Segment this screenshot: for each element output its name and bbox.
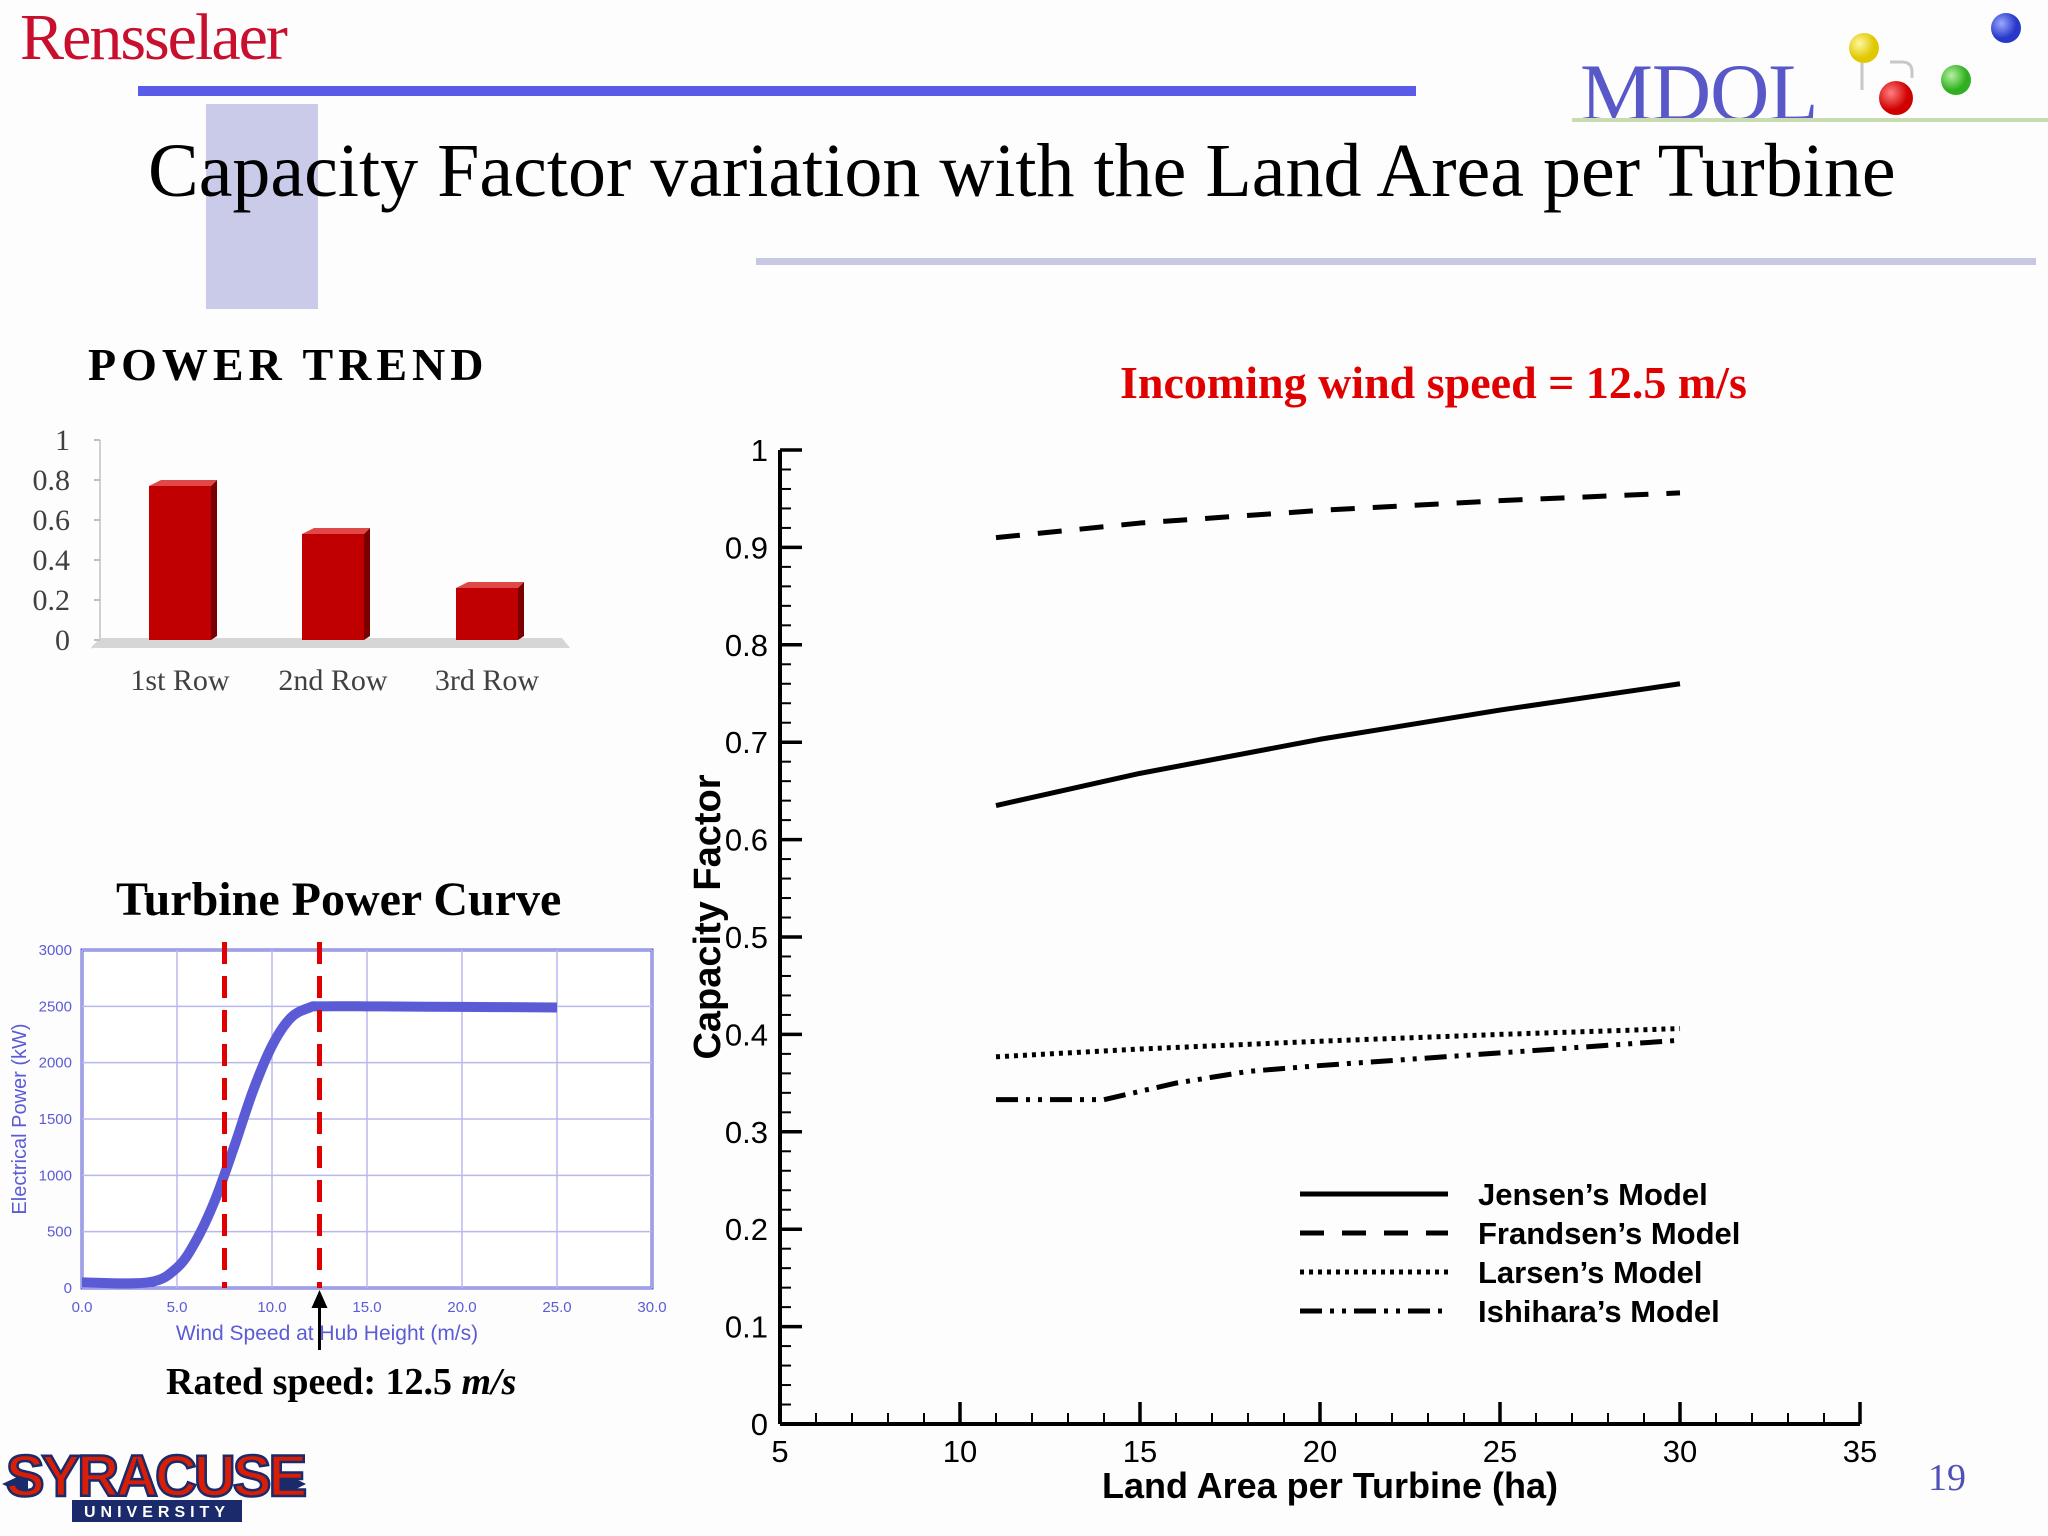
tpc-x-tick-label: 0.0 bbox=[72, 1299, 93, 1316]
tpc-y-axis-label: Electrical Power (kW) bbox=[9, 1023, 31, 1214]
cf-x-tick-label: 30 bbox=[1663, 1434, 1697, 1469]
cf-y-tick-label: 0.7 bbox=[725, 725, 768, 760]
cf-y-tick-label: 0.4 bbox=[725, 1017, 768, 1052]
cf-x-tick-label: 25 bbox=[1483, 1434, 1517, 1469]
turbine-power-curve-chart: 0.0 5.0 10.0 15.0 20.0 25.0 30.0 0 500 1000 1500 20… bbox=[9, 942, 667, 1350]
cf-y-axis-label: Capacity Factor bbox=[687, 774, 729, 1059]
cf-x-axis-label: Land Area per Turbine (ha) bbox=[1102, 1465, 1558, 1506]
bar-category-label: 2nd Row bbox=[278, 664, 388, 697]
bar-row-1 bbox=[149, 486, 211, 640]
cf-series-dotted bbox=[995, 1026, 1681, 1060]
mdol-logo-underline bbox=[1572, 118, 2048, 122]
tpc-x-tick-label: 10.0 bbox=[257, 1299, 286, 1316]
tpc-y-tick-label: 1000 bbox=[39, 1167, 72, 1184]
syracuse-logo-subtext: UNIVERSITY bbox=[84, 1504, 230, 1521]
cf-x-tick-label: 35 bbox=[1843, 1434, 1877, 1469]
bar-side-face bbox=[518, 582, 524, 640]
tpc-x-axis-label: Wind Speed at Hub Height (m/s) bbox=[176, 1322, 478, 1345]
bar-top-face bbox=[302, 528, 370, 534]
power-trend-bar-chart: 0 0.2 0.4 0.6 0.8 1 1st Row 2nd Row 3rd Row bbox=[33, 424, 570, 697]
rated-speed-unit: m/s bbox=[461, 1361, 517, 1403]
power-trend-label: POWER TREND bbox=[88, 339, 489, 390]
cf-x-tick-label: 20 bbox=[1303, 1434, 1337, 1469]
cf-x-tick-label: 10 bbox=[943, 1434, 977, 1469]
bar-floor bbox=[92, 638, 570, 648]
tpc-y-tick-label: 500 bbox=[47, 1224, 72, 1241]
tpc-x-tick-label: 5.0 bbox=[167, 1299, 188, 1316]
cf-y-tick-label: 0 bbox=[751, 1407, 768, 1442]
rated-speed-label: Rated speed: 12.5 m/s bbox=[166, 1360, 516, 1404]
capacity-factor-chart: 00.10.20.30.40.50.60.70.80.915 10 15 20 25 30… bbox=[687, 433, 1877, 1506]
tpc-y-tick-label: 0 bbox=[64, 1280, 72, 1297]
cf-y-tick-label: 0.6 bbox=[725, 823, 768, 858]
cf-y-tick-label: 0.5 bbox=[725, 920, 768, 955]
tpc-x-tick-label: 25.0 bbox=[542, 1299, 571, 1316]
wind-speed-label: Incoming wind speed = 12.5 m/s bbox=[1120, 357, 1747, 408]
bar-row-2 bbox=[302, 534, 364, 640]
tpc-y-tick-label: 2000 bbox=[39, 1055, 72, 1072]
tpc-x-tick-label: 20.0 bbox=[447, 1299, 476, 1316]
cf-legend-label: Ishihara’s Model bbox=[1478, 1294, 1720, 1329]
syracuse-university-logo: SYRACUSE UNIVERSITY bbox=[2, 1443, 310, 1522]
subtitle-rule bbox=[756, 258, 2036, 265]
bar-top-face bbox=[149, 480, 217, 486]
turbine-power-curve-label: Turbine Power Curve bbox=[116, 873, 562, 926]
bar-y-tick-label: 0.8 bbox=[33, 464, 71, 497]
cf-legend-label: Jensen’s Model bbox=[1478, 1177, 1708, 1212]
cf-y-tick-label: 0.9 bbox=[725, 530, 768, 565]
cf-legend-label: Frandsen’s Model bbox=[1478, 1216, 1740, 1251]
cf-y-tick-label: 1 bbox=[751, 433, 768, 468]
bar-row-3 bbox=[456, 588, 518, 640]
mdol-logo: MDOL bbox=[1580, 47, 1818, 138]
cf-y-tick-label: 0.1 bbox=[725, 1310, 768, 1345]
title-accent-block bbox=[206, 104, 318, 309]
cf-series-solid bbox=[995, 681, 1681, 808]
bar-y-tick-label: 0.6 bbox=[33, 504, 71, 537]
tpc-y-tick-label: 3000 bbox=[39, 942, 72, 959]
bar-y-tick-label: 0 bbox=[55, 624, 70, 657]
cf-x-tick-label: 5 bbox=[771, 1434, 788, 1469]
mdol-logo-dots-icon bbox=[1849, 13, 2021, 115]
bar-category-label: 3rd Row bbox=[435, 664, 540, 697]
bar-side-face bbox=[211, 480, 217, 640]
title-rule bbox=[138, 86, 1416, 96]
bar-y-tick-label: 0.4 bbox=[33, 544, 71, 577]
page-number: 19 bbox=[1928, 1457, 1966, 1499]
bar-side-face bbox=[364, 528, 370, 640]
bar-y-tick-label: 1 bbox=[55, 424, 70, 457]
cf-y-tick-label: 0.3 bbox=[725, 1115, 768, 1150]
tpc-x-tick-label: 15.0 bbox=[352, 1299, 381, 1316]
tpc-power-curve bbox=[81, 1001, 558, 1289]
tpc-y-tick-label: 1500 bbox=[39, 1111, 72, 1128]
rensselaer-logo: Rensselaer bbox=[20, 1, 288, 74]
rated-speed-value: Rated speed: 12.5 bbox=[166, 1361, 462, 1403]
cf-x-tick-label: 15 bbox=[1123, 1434, 1157, 1469]
cf-y-tick-label: 0.8 bbox=[725, 628, 768, 663]
tpc-y-tick-label: 2500 bbox=[39, 998, 72, 1015]
tpc-x-tick-label: 30.0 bbox=[637, 1299, 666, 1316]
cf-legend-label: Larsen’s Model bbox=[1478, 1255, 1703, 1290]
cf-series-dashdot bbox=[996, 1037, 1681, 1103]
bar-category-label: 1st Row bbox=[130, 664, 230, 697]
rated-speed-arrow-head bbox=[311, 1290, 328, 1308]
slide-title: Capacity Factor variation with the Land … bbox=[148, 129, 1896, 213]
syracuse-logo-text: SYRACUSE bbox=[6, 1444, 306, 1509]
bar-y-tick-label: 0.2 bbox=[33, 584, 71, 617]
cf-series-dashed bbox=[995, 490, 1681, 541]
bar-top-face bbox=[456, 582, 524, 588]
bar-axis-wall bbox=[91, 440, 101, 649]
cf-y-tick-label: 0.2 bbox=[725, 1212, 768, 1247]
